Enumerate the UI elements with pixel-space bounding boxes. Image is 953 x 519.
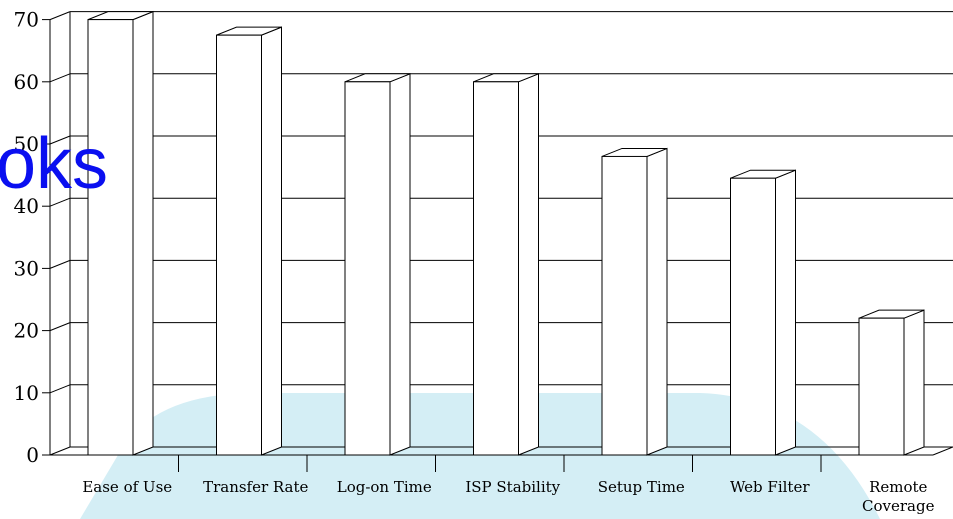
- y-tick-label: 70: [14, 8, 39, 32]
- x-tick-labels: Ease of Use Transfer Rate Log-on Time ISP S…: [82, 478, 934, 515]
- bar: [216, 34, 262, 456]
- bar-side: [775, 169, 796, 456]
- y-tick-label: 0: [26, 443, 39, 467]
- bar: [858, 317, 905, 456]
- watermark-text: oks: [0, 124, 108, 204]
- y-tick-label: 30: [14, 256, 39, 280]
- gridline-depth: [49, 197, 71, 207]
- x-tick-label: Transfer Rate: [203, 478, 308, 496]
- gridline-depth: [49, 73, 71, 83]
- gridline-depth: [49, 384, 71, 394]
- x-tick-label: Ease of Use: [82, 478, 172, 496]
- bar: [87, 19, 134, 456]
- bar-side: [261, 26, 282, 456]
- y-tick-labels: 0 10 20 30 40 50 60 70: [14, 8, 39, 467]
- gridline-depth: [49, 259, 71, 269]
- gridline-depth: [49, 135, 71, 145]
- y-tick-label: 10: [14, 381, 39, 405]
- y-tick-label: 60: [14, 70, 39, 94]
- gridline-depth: [49, 446, 71, 456]
- bar: [730, 177, 776, 456]
- bar: [601, 155, 648, 456]
- bar-side: [389, 73, 411, 456]
- bar-side: [903, 309, 925, 456]
- y-tick-label: 20: [14, 319, 39, 343]
- y-tick-label: 50: [14, 132, 39, 156]
- x-tick-label: Setup Time: [598, 478, 685, 496]
- gridline-depth: [49, 11, 71, 21]
- bar-side: [646, 147, 668, 456]
- x-tick-label: Remote Coverage: [862, 478, 935, 515]
- bar: [473, 81, 519, 456]
- x-tick-label: Log-on Time: [337, 478, 432, 496]
- x-tick-label: ISP Stability: [465, 478, 560, 496]
- x-axis-depth: [932, 446, 953, 456]
- bar-side: [132, 10, 154, 456]
- bar-side: [518, 73, 539, 456]
- bar: [344, 81, 391, 456]
- gridline-depth: [49, 322, 71, 332]
- bars: [87, 10, 925, 456]
- x-tick-label: Web Filter: [730, 478, 810, 496]
- y-tick-label: 40: [14, 194, 39, 218]
